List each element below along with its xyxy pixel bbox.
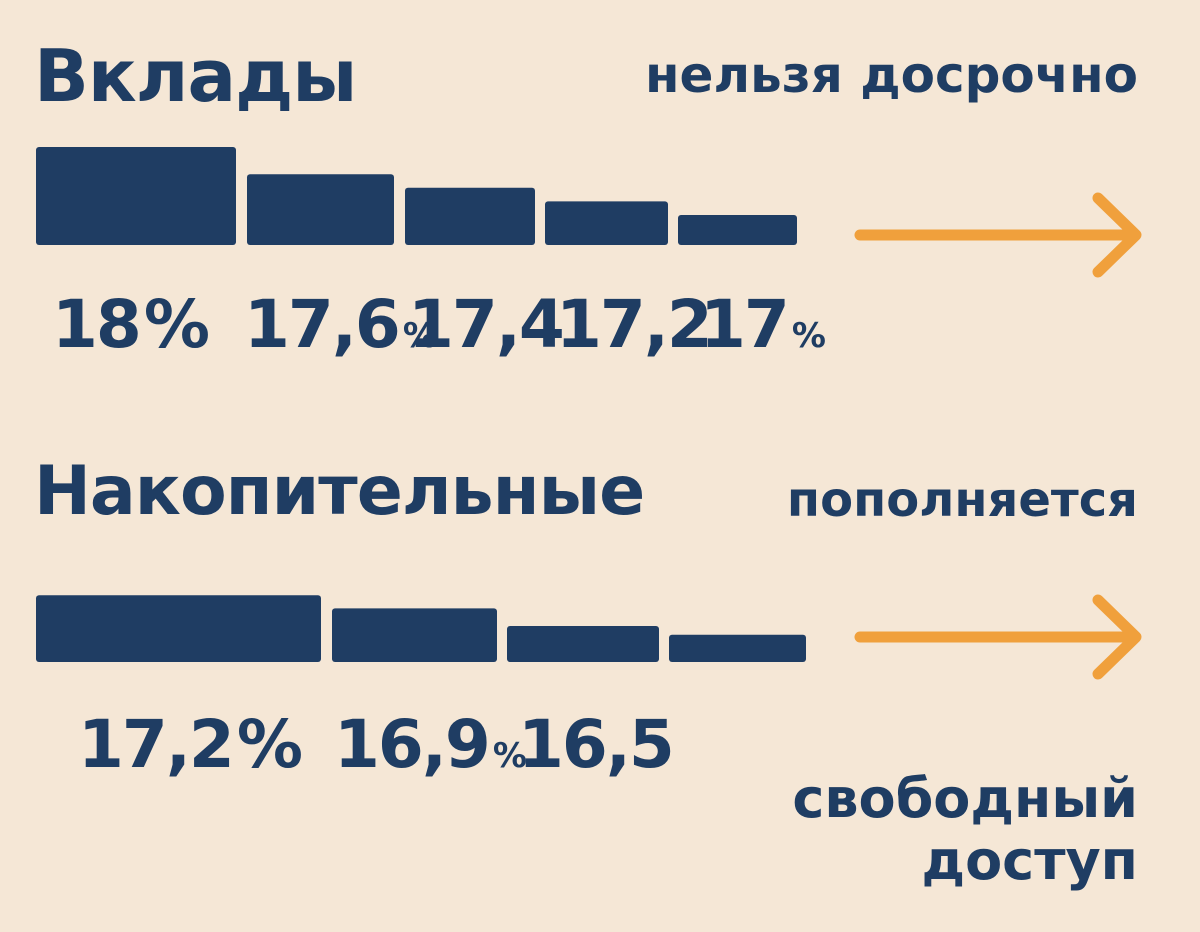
savings-percent-sign: % (492, 736, 527, 776)
free-access-note: свободный доступ (792, 767, 1138, 893)
deposits-note: нельзя досрочно (645, 46, 1138, 104)
deposits-value-label-5: 17% (700, 292, 826, 358)
savings-note: пополняется (786, 472, 1138, 528)
deposits-bar-4 (545, 201, 668, 245)
deposits-percent-sign: % (791, 316, 826, 356)
deposits-value-number: 17,4 (408, 286, 565, 363)
deposits-percent-sign: % (402, 316, 437, 356)
deposits-arrow-icon (854, 192, 1142, 278)
savings-bars (36, 595, 806, 662)
savings-bar-1 (36, 595, 321, 662)
deposits-bars (36, 147, 797, 245)
savings-title: Накопительные (34, 452, 645, 531)
savings-bar-2 (332, 608, 497, 662)
deposits-title: Вклады (34, 34, 357, 118)
deposits-value-label-4: 17,2 (556, 292, 713, 358)
savings-value-number: 16,5 (518, 706, 675, 783)
deposits-percent-sign: % (143, 286, 210, 363)
deposits-value-number: 18 (52, 286, 142, 363)
savings-bar-4 (669, 634, 806, 662)
deposits-value-number: 17,6 (244, 286, 401, 363)
savings-arrow-icon (854, 594, 1142, 680)
savings-bar-3 (507, 626, 659, 662)
deposits-value-number: 17,2 (556, 286, 713, 363)
deposits-value-label-1: 18% (52, 292, 210, 358)
deposits-value-number: 17 (700, 286, 790, 363)
free-access-line-1: свободный (792, 767, 1138, 830)
savings-value-label-1: 17,2% (78, 712, 303, 778)
savings-value-number: 16,9 (334, 706, 491, 783)
savings-percent-sign: % (236, 706, 303, 783)
savings-value-label-3: 16,5 (518, 712, 675, 778)
deposits-bar-5 (678, 215, 797, 245)
savings-value-label-2: 16,9% (334, 712, 527, 778)
deposits-bar-3 (405, 187, 535, 245)
deposits-bar-2 (247, 174, 394, 245)
deposits-value-label-2: 17,6% (244, 292, 437, 358)
deposits-value-label-3: 17,4 (408, 292, 565, 358)
deposits-bar-1 (36, 147, 236, 245)
savings-value-number: 17,2 (78, 706, 235, 783)
free-access-line-2: доступ (921, 829, 1138, 893)
